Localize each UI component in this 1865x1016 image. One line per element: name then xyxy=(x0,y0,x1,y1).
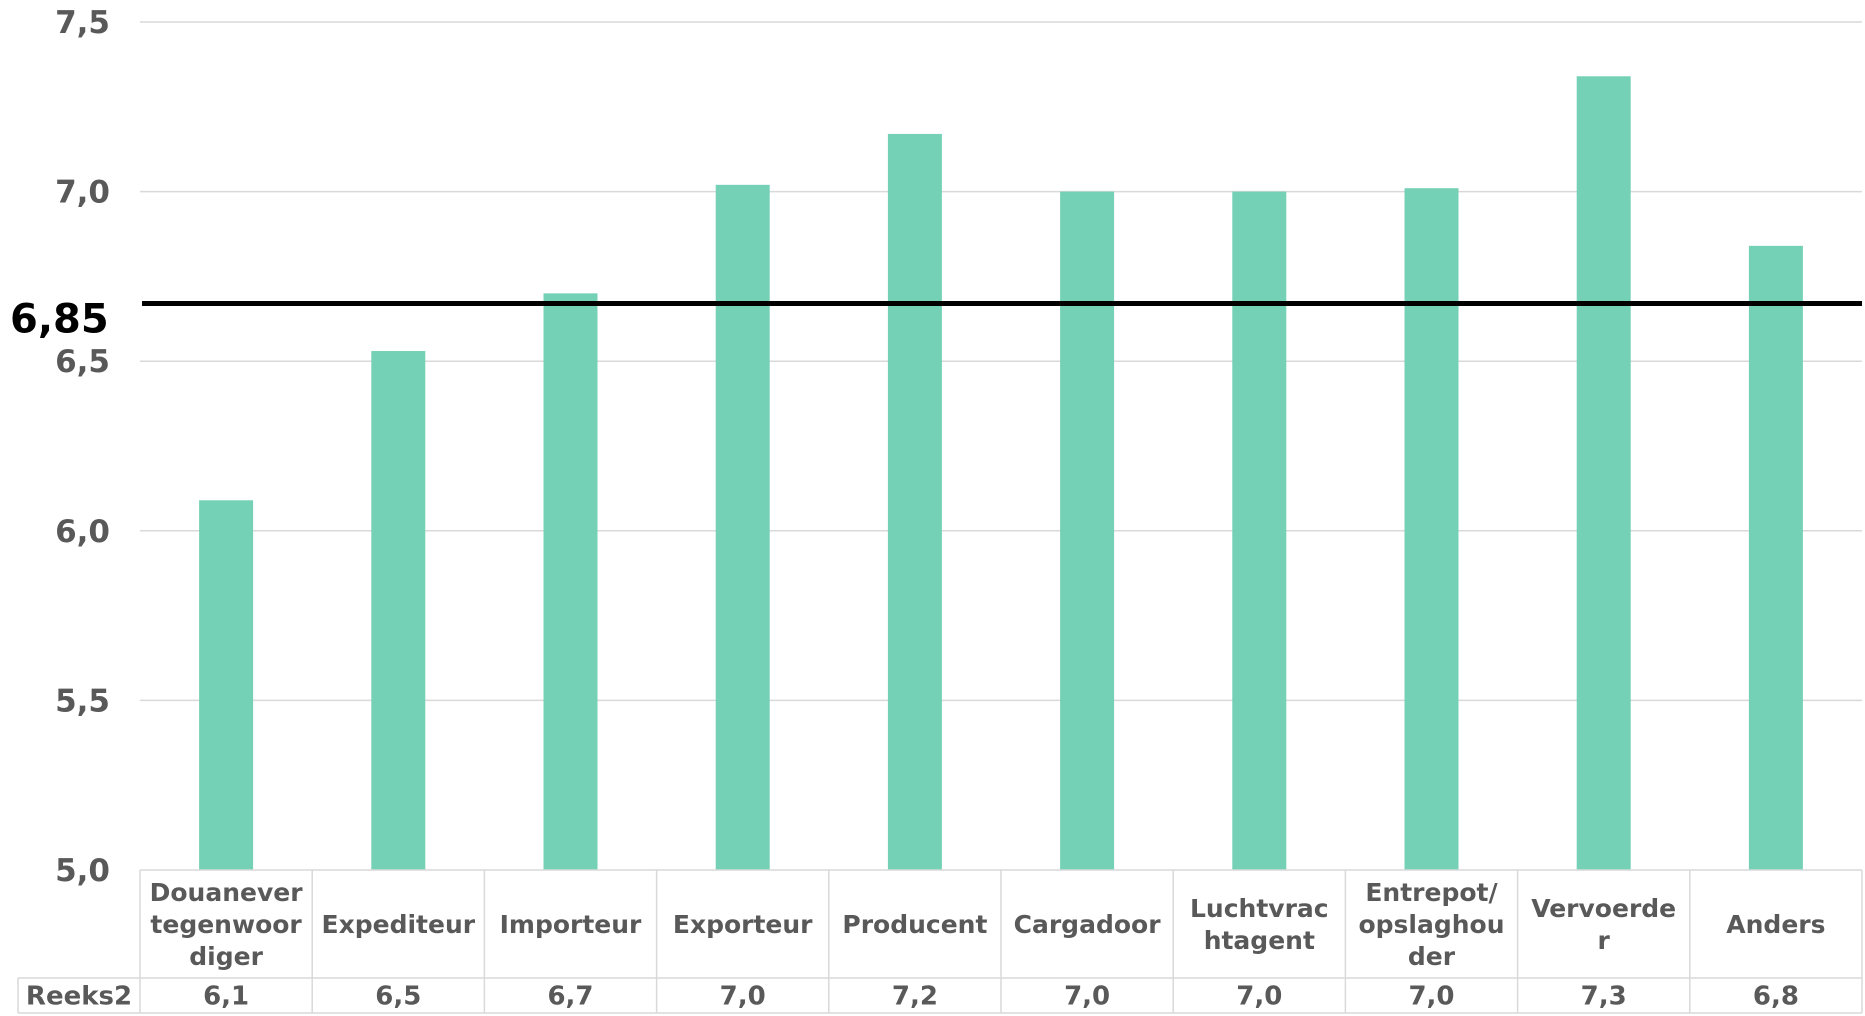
bar xyxy=(1232,191,1287,871)
category-label-line: Exporteur xyxy=(673,910,813,939)
y-tick-label: 7,0 xyxy=(55,175,110,211)
data-value-label: 6,8 xyxy=(1753,982,1799,1012)
category-label-line: Expediteur xyxy=(322,910,476,939)
bar xyxy=(1576,76,1631,871)
category-label-line: Luchtvrac xyxy=(1190,894,1329,923)
category-label: Douanever tegenwoor diger xyxy=(150,878,304,971)
series-name-label: Reeks2 xyxy=(26,982,132,1012)
category-label: Cargadoor xyxy=(1014,910,1162,939)
category-label: Exporteur xyxy=(673,910,813,939)
category-label-line: r xyxy=(1598,926,1611,955)
category-label-line: der xyxy=(1408,942,1456,971)
data-value-label: 7,3 xyxy=(1581,982,1627,1012)
category-label: Entrepot/opslaghou der xyxy=(1358,878,1504,971)
bar xyxy=(1404,188,1459,870)
bar xyxy=(1748,245,1803,870)
category-label-line: Anders xyxy=(1726,910,1825,939)
reference-line-label: 6,85 xyxy=(10,297,109,343)
category-label: Anders xyxy=(1726,910,1825,939)
data-value-label: 7,0 xyxy=(720,982,766,1012)
category-label-line: htagent xyxy=(1204,926,1315,955)
bar xyxy=(887,133,942,870)
data-value-label: 6,7 xyxy=(547,982,593,1012)
category-label-line: Importeur xyxy=(500,910,642,939)
bar xyxy=(715,184,770,871)
data-value-label: 6,1 xyxy=(203,982,249,1012)
category-label-line: Cargadoor xyxy=(1014,910,1162,939)
bar xyxy=(199,500,254,870)
category-label: Vervoerde r xyxy=(1531,894,1676,955)
data-value-label: 7,0 xyxy=(1408,982,1454,1012)
data-value-label: 7,2 xyxy=(892,982,938,1012)
category-label-line: diger xyxy=(189,942,263,971)
data-value-label: 7,0 xyxy=(1236,982,1282,1012)
data-value-label: 7,0 xyxy=(1064,982,1110,1012)
data-value-label: 6,5 xyxy=(375,982,421,1012)
y-tick-label: 5,0 xyxy=(55,853,110,889)
bar xyxy=(371,351,426,870)
category-label-line: Douanever xyxy=(150,878,304,907)
category-label: Importeur xyxy=(500,910,642,939)
category-label: Luchtvrac htagent xyxy=(1190,894,1329,955)
y-tick-label: 7,5 xyxy=(55,5,110,41)
y-tick-label: 6,5 xyxy=(55,344,110,380)
category-label-line: Vervoerde xyxy=(1531,894,1676,923)
category-label: Expediteur xyxy=(322,910,476,939)
y-tick-label: 6,0 xyxy=(55,514,110,550)
bar xyxy=(1060,191,1115,871)
category-label-line: tegenwoor xyxy=(150,910,302,939)
category-label-line: Entrepot/ xyxy=(1365,878,1498,907)
bar xyxy=(543,293,598,870)
y-tick-label: 5,5 xyxy=(55,683,110,719)
category-label-line: opslaghou xyxy=(1358,910,1504,939)
category-label-line: Producent xyxy=(842,910,987,939)
category-label: Producent xyxy=(842,910,987,939)
